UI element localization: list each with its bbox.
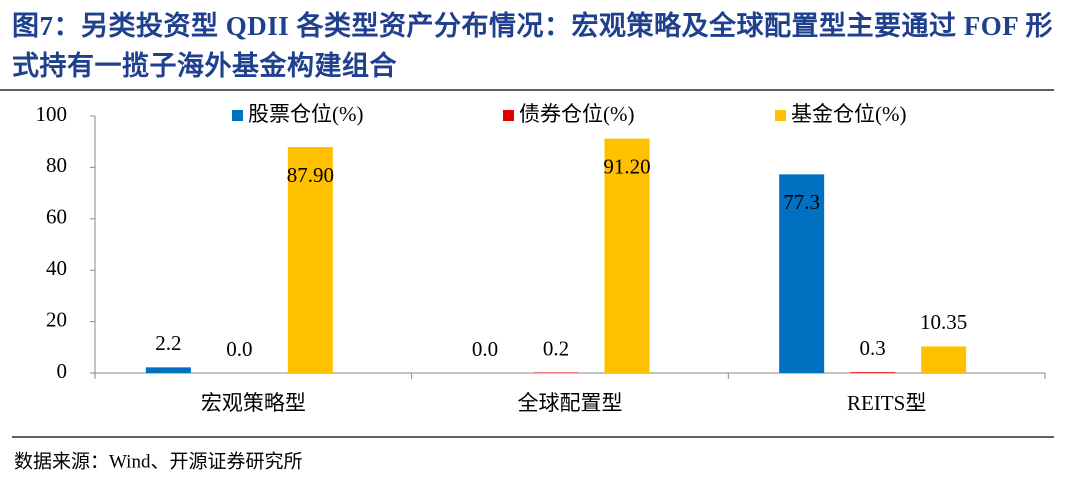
x-tick-label: 全球配置型 <box>518 391 623 415</box>
value-label: 77.3 <box>783 190 820 214</box>
legend-label: 股票仓位(%) <box>248 102 363 126</box>
y-tick-label: 100 <box>36 102 68 126</box>
chart-title: 图7：另类投资型 QDII 各类型资产分布情况：宏观策略及全球配置型主要通过 F… <box>12 11 1053 81</box>
bar <box>145 367 191 373</box>
value-label: 91.20 <box>603 154 650 178</box>
value-label: 0.2 <box>543 336 569 360</box>
legend-swatch <box>775 110 786 121</box>
value-label: 10.35 <box>920 310 967 334</box>
y-tick-label: 80 <box>46 153 67 177</box>
bar <box>533 372 579 373</box>
value-label: 0.3 <box>860 336 886 360</box>
legend-label: 债券仓位(%) <box>519 102 634 126</box>
value-label: 87.90 <box>287 163 334 187</box>
x-tick-label: REITS型 <box>847 391 926 415</box>
y-tick-label: 60 <box>46 205 67 229</box>
y-tick-label: 0 <box>57 359 68 383</box>
source-note: 数据来源：Wind、开源证券研究所 <box>14 450 302 472</box>
legend-swatch <box>232 110 243 121</box>
bar <box>779 174 825 373</box>
x-tick-label: 宏观策略型 <box>201 391 306 415</box>
value-label: 0.0 <box>472 337 498 361</box>
y-tick-label: 20 <box>46 307 67 331</box>
value-label: 2.2 <box>155 331 181 355</box>
legend-swatch <box>503 110 514 121</box>
bar <box>604 138 650 373</box>
bar <box>921 346 967 373</box>
legend-label: 基金仓位(%) <box>791 102 906 126</box>
bar <box>287 147 333 373</box>
y-tick-label: 40 <box>46 256 67 280</box>
bar <box>850 372 896 373</box>
value-label: 0.0 <box>226 337 252 361</box>
